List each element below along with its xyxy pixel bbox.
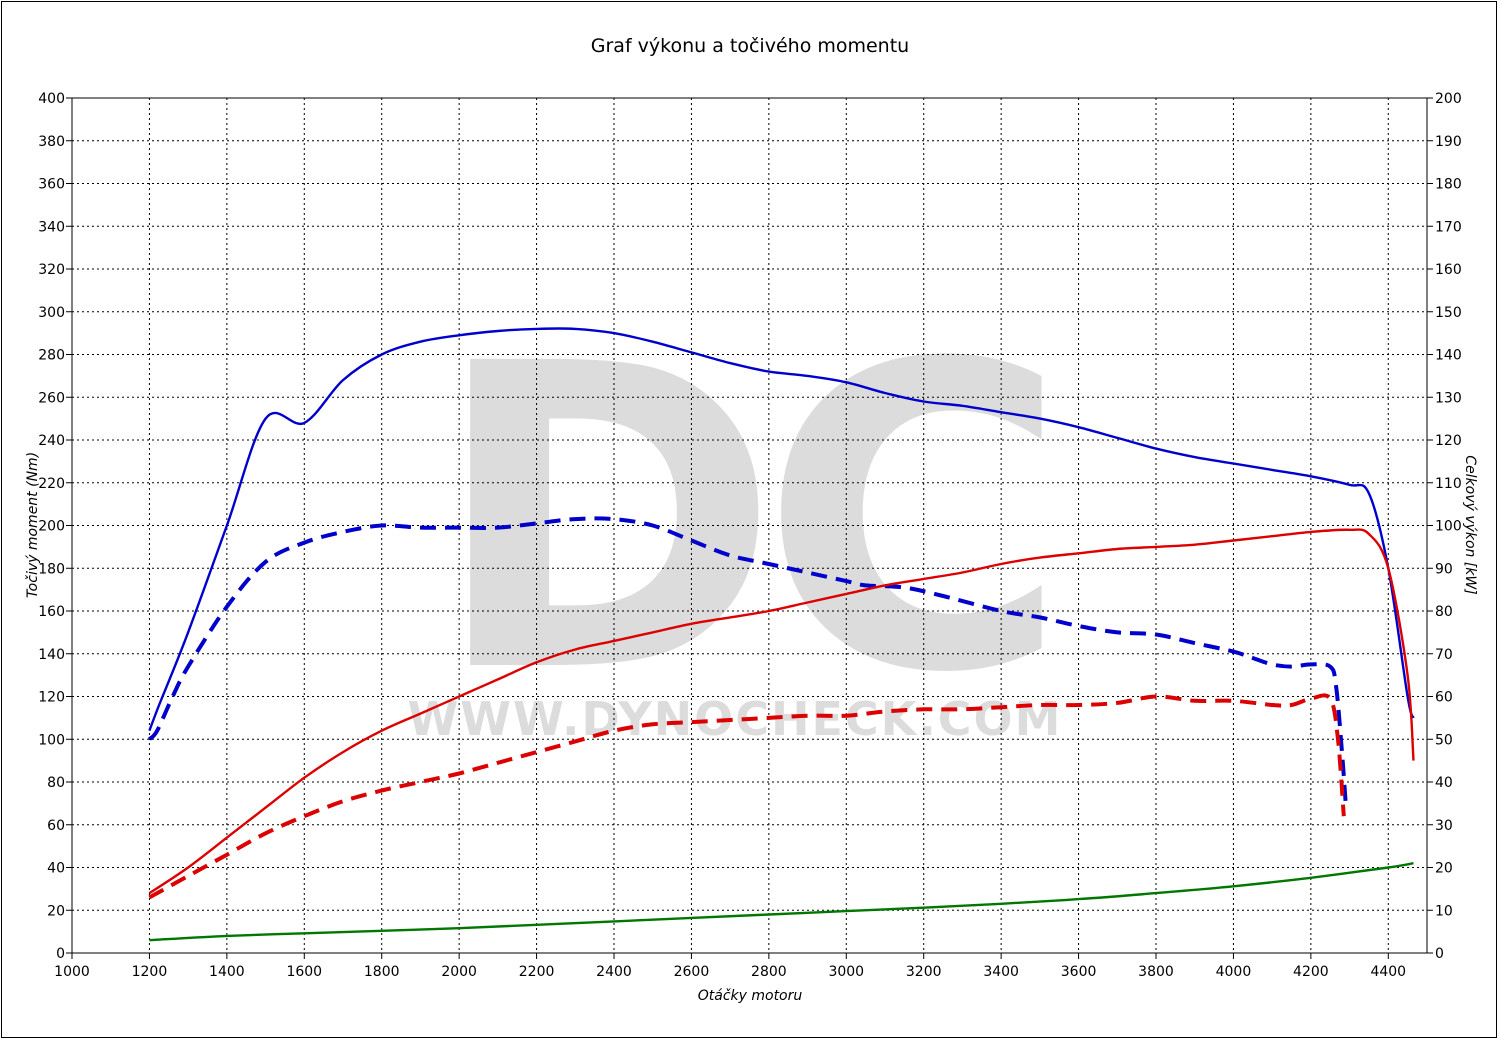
blue-solid-line	[148, 327, 1415, 732]
y-right-tick-label: 140	[1435, 348, 1462, 364]
x-tick-label: 4200	[1293, 964, 1329, 980]
x-tick-label: 1400	[209, 964, 245, 980]
y-left-tick-label: 40	[47, 861, 65, 877]
y-left-tick-label: 360	[38, 177, 65, 193]
y-right-tick-label: 20	[1435, 861, 1453, 877]
y-left-tick-label: 20	[47, 903, 65, 919]
y-left-tick-label: 340	[38, 219, 65, 235]
watermark-text: WWW.DYNOCHECK.COM	[408, 692, 1063, 746]
y-left-tick-label: 120	[38, 690, 65, 706]
x-tick-label: 3800	[1138, 964, 1174, 980]
y-left-tick-label: 400	[38, 91, 65, 107]
y-left-tick-label: 60	[47, 818, 65, 834]
y-right-tick-label: 0	[1435, 946, 1444, 962]
y-left-tick-label: 240	[38, 433, 65, 449]
x-tick-label: 3400	[983, 964, 1019, 980]
y-right-tick-label: 110	[1435, 476, 1462, 492]
y-right-tick-label: 150	[1435, 305, 1462, 321]
y-left-tick-label: 300	[38, 305, 65, 321]
y-right-tick-label: 170	[1435, 219, 1462, 235]
y-left-tick-label: 280	[38, 348, 65, 364]
y-right-tick-label: 70	[1435, 647, 1453, 663]
watermark-logo: DC	[432, 276, 1049, 765]
y-right-tick-label: 10	[1435, 903, 1453, 919]
y-right-tick-label: 200	[1435, 91, 1462, 107]
x-tick-label: 1200	[132, 964, 168, 980]
x-tick-label: 2600	[674, 964, 710, 980]
blue-dashed-line	[147, 516, 1348, 804]
y-right-tick-label: 90	[1435, 561, 1453, 577]
y-left-tick-label: 220	[38, 476, 65, 492]
y-right-tick-label: 120	[1435, 433, 1462, 449]
y-left-tick-label: 200	[38, 519, 65, 535]
x-axis-label: Otáčky motoru	[698, 988, 803, 1004]
green-solid-line	[149, 862, 1414, 942]
y-left-tick-label: 0	[56, 946, 65, 962]
y-left-tick-label: 320	[38, 262, 65, 278]
x-tick-label: 2000	[441, 964, 477, 980]
y-right-tick-label: 130	[1435, 390, 1462, 406]
x-tick-label: 3200	[906, 964, 942, 980]
x-tick-label: 2400	[596, 964, 632, 980]
x-tick-label: 2800	[751, 964, 787, 980]
y-left-tick-label: 260	[38, 390, 65, 406]
series-layer	[147, 327, 1415, 942]
y-right-tick-label: 60	[1435, 690, 1453, 706]
y-left-tick-label: 380	[38, 134, 65, 150]
x-tick-label: 1000	[54, 964, 90, 980]
x-tick-label: 3600	[1061, 964, 1097, 980]
watermark: DC WWW.DYNOCHECK.COM	[408, 276, 1069, 765]
y-right-tick-label: 50	[1435, 732, 1453, 748]
y-right-tick-label: 180	[1435, 177, 1462, 193]
y-left-tick-label: 180	[38, 561, 65, 577]
grid	[71, 97, 1428, 954]
y-right-tick-label: 40	[1435, 775, 1453, 791]
tick-labels: 1000 1200 1400 1600 1800 2000 2200 2400 2600 2800…	[38, 91, 1461, 980]
red-dashed-line	[148, 693, 1346, 900]
y-left-tick-label: 100	[38, 732, 65, 748]
chart-title: Graf výkonu a točivého momentu	[591, 35, 909, 57]
y-axis-label-left: Točivý moment (Nm)	[25, 452, 41, 598]
x-tick-label: 3000	[828, 964, 864, 980]
x-tick-label: 4000	[1216, 964, 1252, 980]
y-left-tick-label: 160	[38, 604, 65, 620]
y-right-tick-label: 160	[1435, 262, 1462, 278]
y-left-tick-label: 140	[38, 647, 65, 663]
y-right-tick-label: 80	[1435, 604, 1453, 620]
x-tick-label: 4400	[1370, 964, 1406, 980]
x-tick-label: 1600	[286, 964, 322, 980]
x-tick-label: 2200	[519, 964, 555, 980]
x-tick-label: 1800	[364, 964, 400, 980]
y-left-tick-label: 80	[47, 775, 65, 791]
y-right-tick-label: 30	[1435, 818, 1453, 834]
y-right-tick-label: 100	[1435, 519, 1462, 535]
y-axis-label-right: Celkový výkon [kW]	[1462, 455, 1478, 594]
red-solid-line	[148, 528, 1415, 895]
y-right-tick-label: 190	[1435, 134, 1462, 150]
